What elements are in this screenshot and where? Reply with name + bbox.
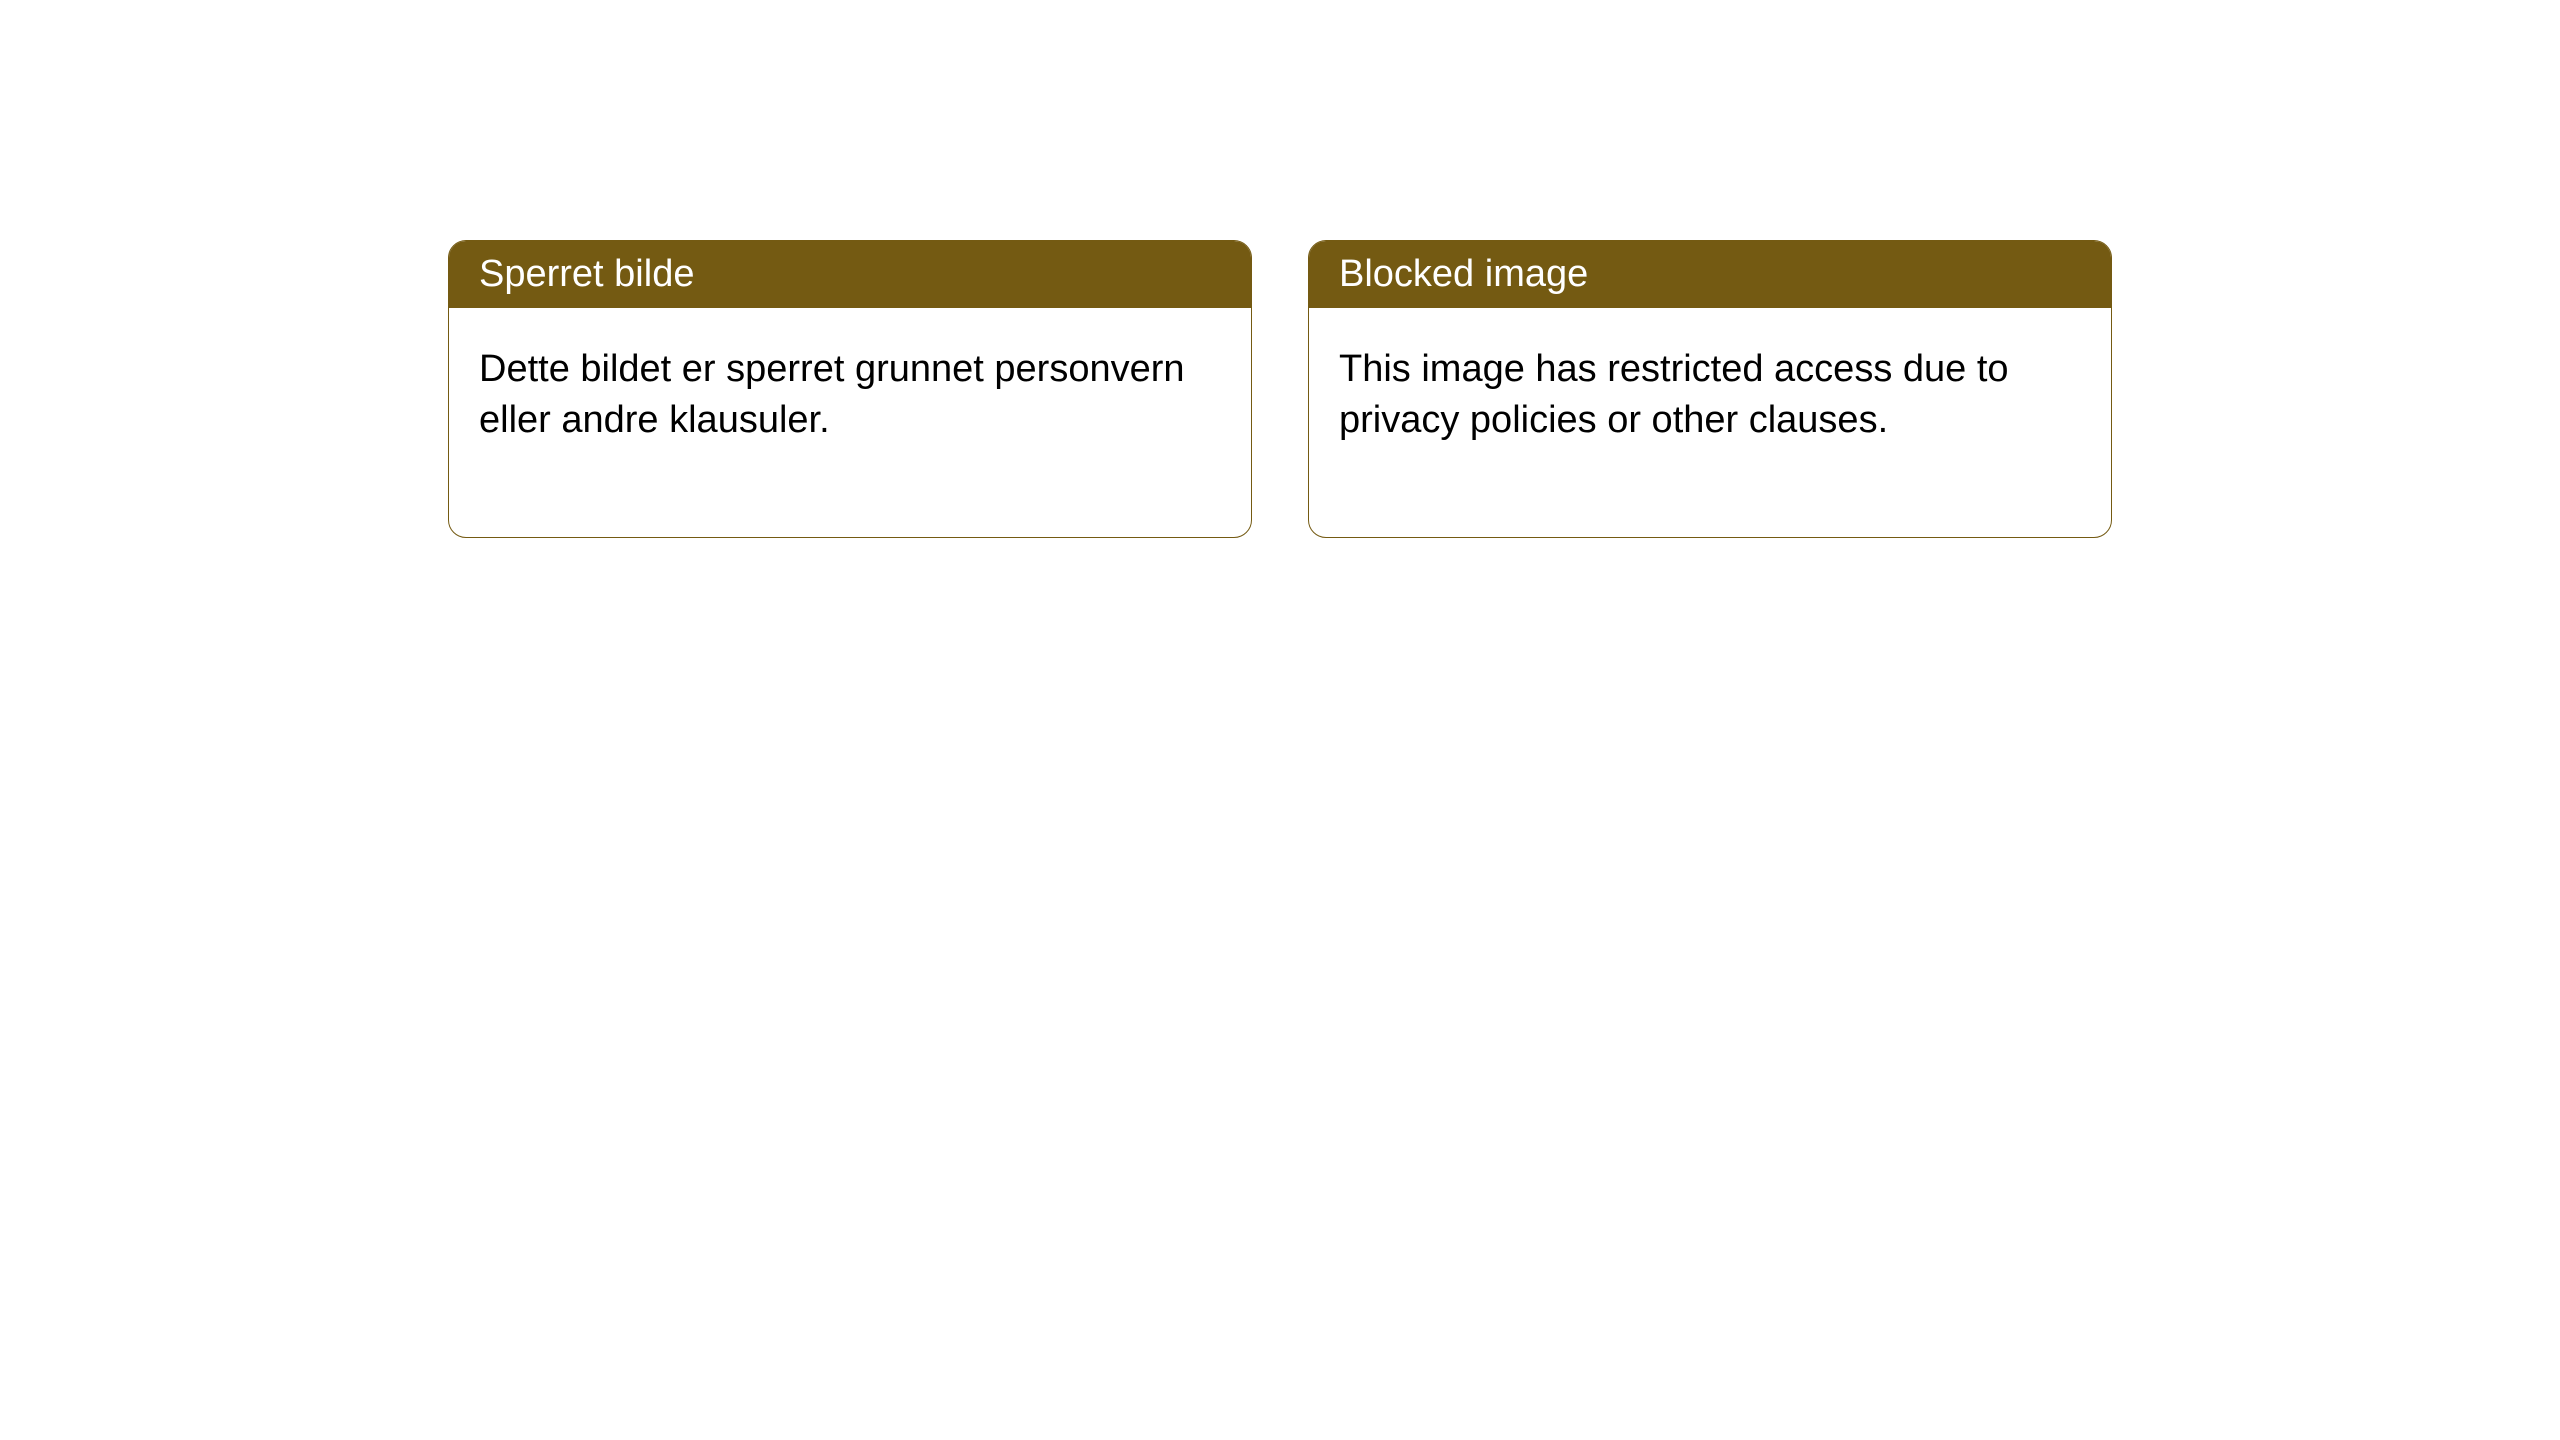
notice-cards-container: Sperret bilde Dette bildet er sperret gr… bbox=[448, 240, 2112, 538]
card-title: Sperret bilde bbox=[479, 253, 694, 295]
notice-card-english: Blocked image This image has restricted … bbox=[1308, 240, 2112, 538]
card-title: Blocked image bbox=[1339, 253, 1588, 295]
card-header: Blocked image bbox=[1309, 241, 2111, 308]
card-body: Dette bildet er sperret grunnet personve… bbox=[449, 308, 1251, 537]
card-body-text: Dette bildet er sperret grunnet personve… bbox=[479, 348, 1185, 441]
card-body-text: This image has restricted access due to … bbox=[1339, 348, 2009, 441]
card-header: Sperret bilde bbox=[449, 241, 1251, 308]
card-body: This image has restricted access due to … bbox=[1309, 308, 2111, 537]
notice-card-norwegian: Sperret bilde Dette bildet er sperret gr… bbox=[448, 240, 1252, 538]
